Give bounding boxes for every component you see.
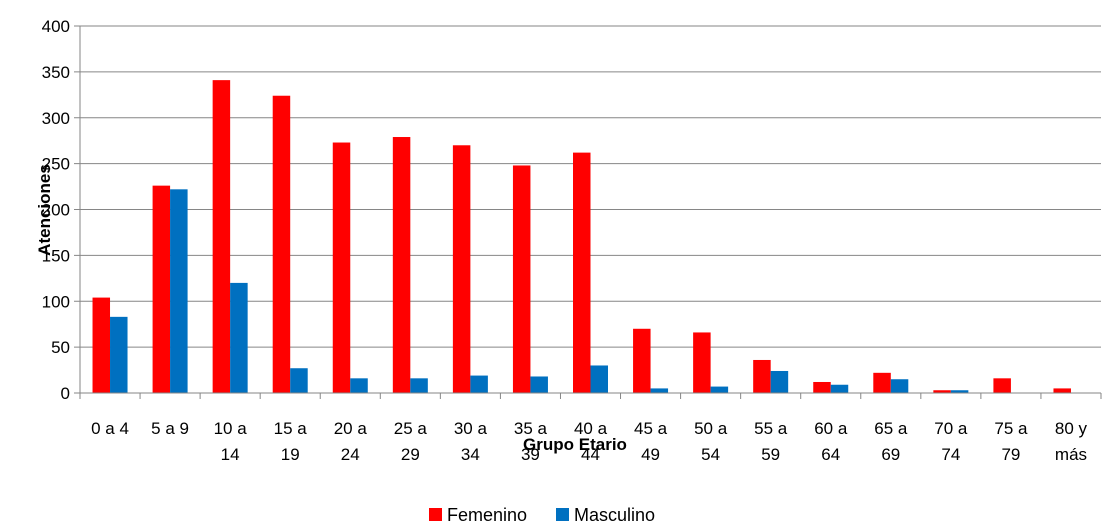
x-tick-label: 79 bbox=[1001, 445, 1020, 464]
bar-masculino-9 bbox=[650, 388, 669, 393]
bar-masculino-4 bbox=[350, 378, 368, 393]
bar-masculino-14 bbox=[950, 390, 969, 393]
bar-masculino-8 bbox=[590, 365, 608, 393]
x-tick-label: 80 y bbox=[1055, 419, 1088, 438]
bar-femenino-2 bbox=[212, 80, 231, 393]
x-tick-label: 0 a 4 bbox=[91, 419, 129, 438]
bar-masculino-13 bbox=[890, 379, 909, 393]
bar-femenino-0 bbox=[92, 297, 111, 393]
x-tick-label: 75 a bbox=[994, 419, 1028, 438]
bar-femenino-11 bbox=[753, 359, 771, 393]
x-tick-label: 30 a bbox=[454, 419, 488, 438]
bar-masculino-3 bbox=[290, 368, 308, 393]
bar-masculino-2 bbox=[230, 282, 248, 393]
bar-masculino-6 bbox=[470, 375, 488, 393]
x-tick-label: 65 a bbox=[874, 419, 908, 438]
x-tick-label: 24 bbox=[341, 445, 360, 464]
bar-femenino-6 bbox=[452, 145, 471, 393]
x-tick-label: 55 a bbox=[754, 419, 788, 438]
bar-femenino-15 bbox=[993, 378, 1011, 393]
bar-femenino-14 bbox=[933, 390, 951, 393]
y-tick-label: 400 bbox=[42, 17, 70, 36]
bar-femenino-9 bbox=[633, 328, 651, 393]
legend: Femenino Masculino bbox=[429, 505, 655, 525]
legend-label-masculino: Masculino bbox=[574, 505, 655, 525]
x-tick-label: 50 a bbox=[694, 419, 728, 438]
bar-masculino-7 bbox=[530, 376, 548, 393]
bars bbox=[92, 80, 1071, 393]
x-tick-label: 64 bbox=[821, 445, 840, 464]
bar-femenino-3 bbox=[272, 95, 291, 393]
bar-femenino-10 bbox=[693, 332, 711, 393]
bar-femenino-16 bbox=[1053, 388, 1071, 393]
x-tick-label: 70 a bbox=[934, 419, 968, 438]
bar-femenino-7 bbox=[512, 165, 531, 393]
x-tick-label: 20 a bbox=[334, 419, 368, 438]
legend-swatch-masculino bbox=[556, 508, 569, 521]
x-tick-label: 40 a bbox=[574, 419, 608, 438]
y-axis-title: Atenciones bbox=[35, 164, 54, 256]
x-tick-label: 29 bbox=[401, 445, 420, 464]
bar-femenino-12 bbox=[813, 381, 831, 393]
bar-masculino-12 bbox=[830, 384, 849, 393]
x-tick-label: 44 bbox=[581, 445, 600, 464]
x-tick-label: 74 bbox=[941, 445, 960, 464]
y-tick-label: 250 bbox=[42, 155, 70, 174]
bar-masculino-1 bbox=[170, 189, 188, 393]
x-tick-labels: 0 a 4 5 a 9 10 a 14 15 a 19 20 a 24 25 a 29 30 a 34… bbox=[91, 419, 1087, 464]
x-tick-label: 5 a 9 bbox=[151, 419, 189, 438]
bar-masculino-5 bbox=[410, 378, 428, 393]
x-tick-label: 69 bbox=[881, 445, 900, 464]
x-tick-label: 19 bbox=[281, 445, 300, 464]
bar-femenino-5 bbox=[392, 137, 411, 393]
x-tick-label: 39 bbox=[521, 445, 540, 464]
legend-swatch-femenino bbox=[429, 508, 442, 521]
x-tick-label: 10 a bbox=[214, 419, 248, 438]
bar-masculino-0 bbox=[110, 316, 128, 393]
bar-femenino-1 bbox=[152, 185, 171, 393]
legend-label-femenino: Femenino bbox=[447, 505, 527, 525]
x-tick-label: 49 bbox=[641, 445, 660, 464]
x-tick-label: 14 bbox=[221, 445, 240, 464]
x-tick-label: 54 bbox=[701, 445, 720, 464]
x-tick-label: 34 bbox=[461, 445, 480, 464]
bar-femenino-8 bbox=[573, 152, 591, 393]
x-tick-label: 25 a bbox=[394, 419, 428, 438]
bar-masculino-10 bbox=[710, 386, 729, 393]
axes bbox=[74, 25, 1102, 399]
x-axis-title: Grupo Etario bbox=[523, 435, 627, 454]
y-tick-label: 350 bbox=[42, 63, 70, 82]
x-tick-label: 59 bbox=[761, 445, 780, 464]
y-tick-labels: 0 50 100 150 200 250 300 350 400 bbox=[42, 17, 70, 403]
y-tick-label: 100 bbox=[42, 292, 70, 311]
x-tick-label: 45 a bbox=[634, 419, 668, 438]
y-tick-label: 200 bbox=[42, 201, 70, 220]
y-tick-label: 150 bbox=[42, 246, 70, 265]
x-tick-label: 35 a bbox=[514, 419, 548, 438]
y-tick-label: 0 bbox=[61, 384, 70, 403]
y-tick-label: 300 bbox=[42, 109, 70, 128]
bar-masculino-11 bbox=[770, 370, 789, 393]
x-tick-label: 15 a bbox=[274, 419, 308, 438]
bar-femenino-4 bbox=[332, 142, 351, 393]
x-tick-label: 60 a bbox=[814, 419, 848, 438]
y-tick-label: 50 bbox=[51, 338, 70, 357]
x-tick-label: más bbox=[1055, 445, 1087, 464]
bar-femenino-13 bbox=[873, 372, 891, 393]
